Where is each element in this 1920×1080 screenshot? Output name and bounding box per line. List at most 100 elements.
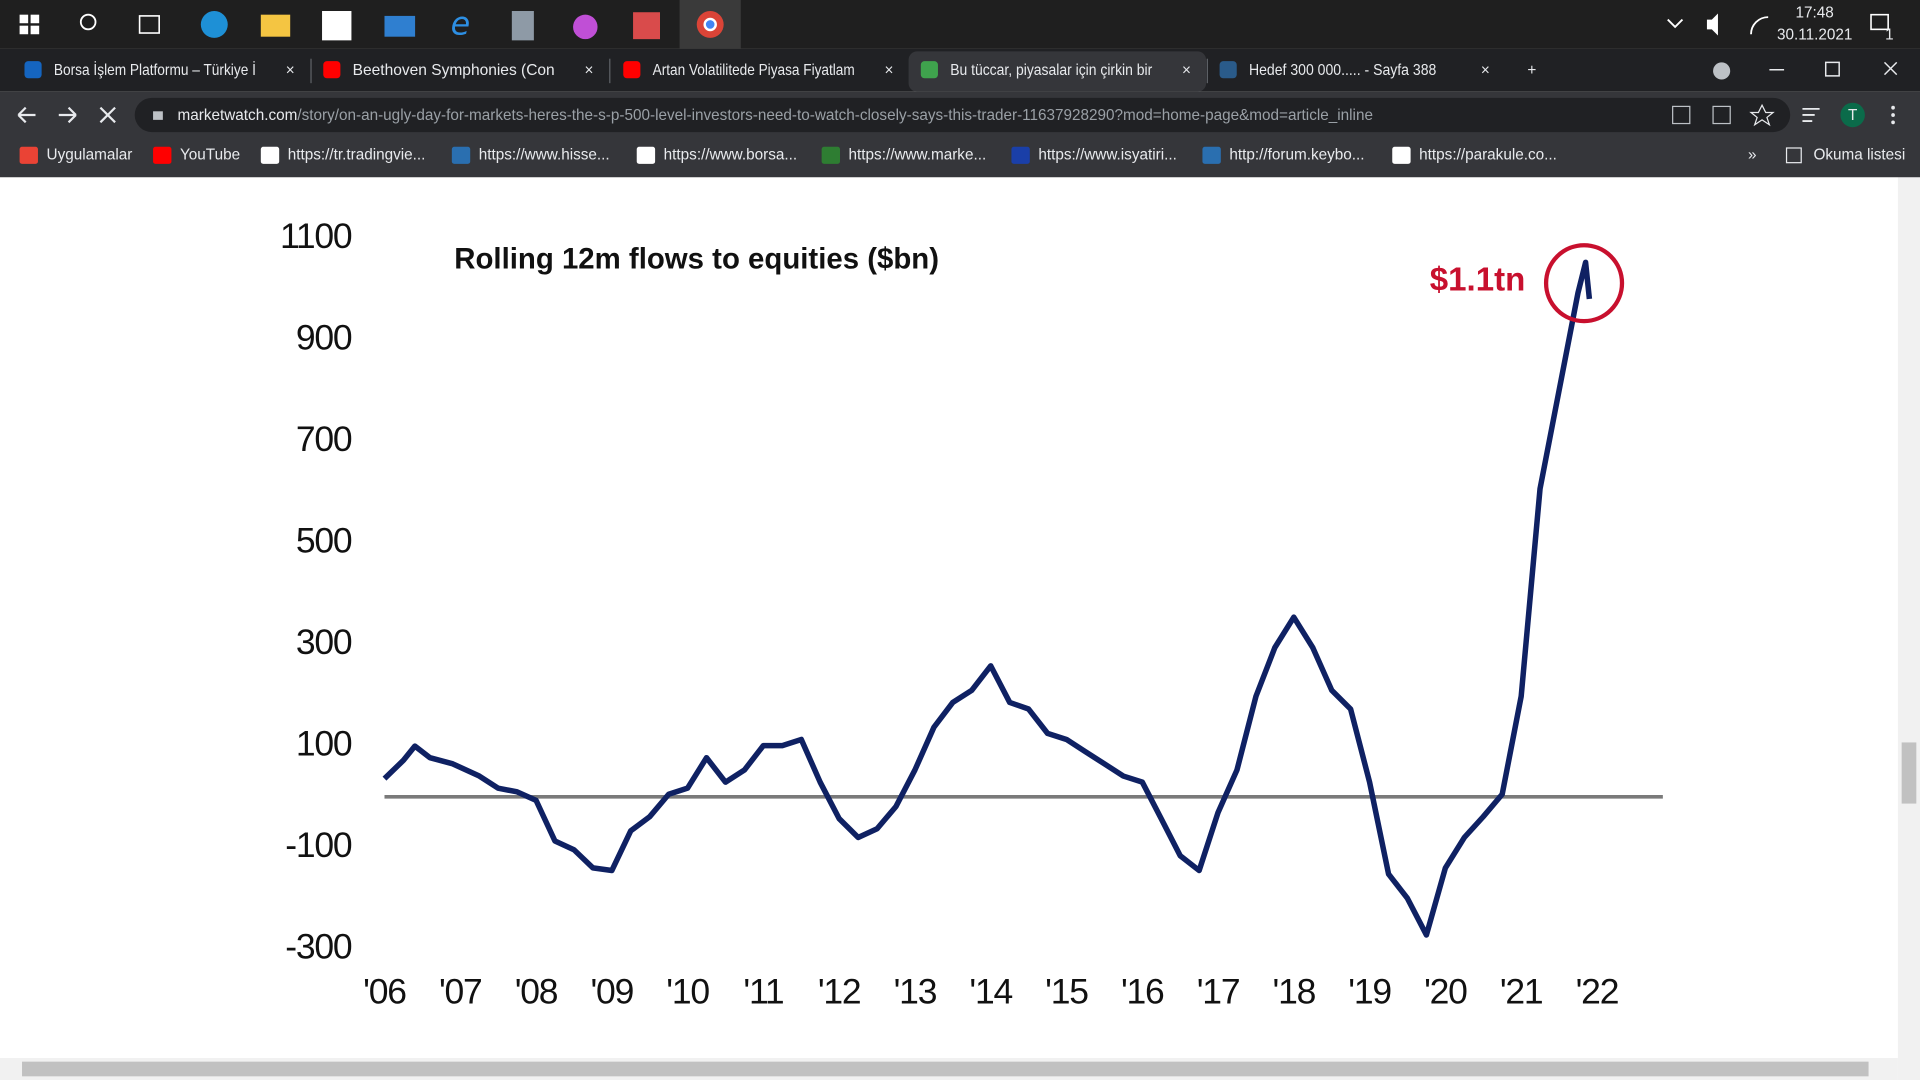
h-scroll-thumb[interactable] (22, 1061, 1869, 1077)
y-tick-label: 500 (296, 520, 352, 560)
bookmark-icon (1202, 146, 1221, 164)
x-tick-label: '14 (969, 972, 1012, 1012)
tab-close[interactable]: × (885, 62, 894, 79)
annotation-circle (1543, 243, 1625, 324)
tab-title[interactable]: Bu tüccar, piyasalar için çirkin bir (950, 62, 1152, 79)
x-tick-label: '19 (1348, 972, 1391, 1012)
paint-icon[interactable] (573, 14, 598, 40)
x-tick-label: '17 (1197, 972, 1240, 1012)
media-icon[interactable] (1802, 107, 1820, 123)
bookmark[interactable]: Uygulamalar (47, 146, 133, 163)
new-tab-button[interactable]: + (1527, 62, 1536, 79)
url-domain: marketwatch.com (178, 107, 298, 124)
reading-list[interactable]: Okuma listesi (1813, 146, 1905, 163)
bookmarks-overflow[interactable]: » (1748, 146, 1757, 163)
tab-favicon (323, 61, 341, 79)
translate-icon[interactable] (1672, 105, 1691, 125)
tab-close[interactable]: × (585, 62, 594, 79)
start-button[interactable] (19, 14, 40, 35)
y-tick-label: 100 (296, 723, 352, 763)
nav-buttons[interactable] (17, 106, 116, 124)
search-icon[interactable] (79, 13, 97, 31)
edge-icon[interactable] (200, 11, 228, 38)
clock-time[interactable]: 17:48 (1796, 4, 1834, 21)
network-icon[interactable] (1750, 16, 1769, 35)
bookmark-icon (1011, 146, 1030, 164)
annotation-label: $1.1tn (1430, 262, 1526, 299)
x-tick-label: '22 (1576, 972, 1619, 1012)
x-tick-label: '16 (1121, 972, 1164, 1012)
series-line (382, 259, 1593, 938)
bookmark[interactable]: https://www.hisse... (479, 146, 610, 163)
x-tick-label: '10 (666, 972, 709, 1012)
explorer-icon[interactable] (260, 14, 291, 37)
bookmark[interactable]: https://www.isyatiri... (1038, 146, 1177, 163)
bookmark[interactable]: https://www.marke... (849, 146, 987, 163)
x-tick-label: '07 (439, 972, 482, 1012)
bookmark[interactable]: https://tr.tradingvie... (288, 146, 426, 163)
scroll-thumb[interactable] (1901, 742, 1917, 804)
bookmark[interactable]: YouTube (180, 146, 240, 163)
lock-icon[interactable] (153, 111, 163, 120)
x-tick-label: '13 (894, 972, 937, 1012)
bookmark-star[interactable] (1749, 103, 1775, 127)
chart-title: Rolling 12m flows to equities ($bn) (454, 242, 939, 275)
bookmark-icon (451, 146, 471, 164)
app-icon[interactable] (633, 12, 660, 40)
chrome-icon-center (703, 17, 717, 32)
x-tick-label: '20 (1424, 972, 1467, 1012)
x-tick-label: '18 (1273, 972, 1316, 1012)
address-bar[interactable] (134, 97, 1791, 133)
y-tick-label: 300 (296, 622, 352, 662)
vertical-scrollbar[interactable] (1897, 177, 1920, 1080)
x-tick-label: '11 (743, 972, 783, 1012)
tab-close[interactable]: × (1182, 62, 1191, 79)
tab-title[interactable]: Borsa İşlem Platformu – Türkiye İ (54, 61, 256, 79)
bookmark-icon (821, 146, 840, 164)
tab-title[interactable]: Beethoven Symphonies (Con (353, 62, 555, 79)
notification-icon[interactable] (1870, 13, 1889, 31)
profile-avatar[interactable] (1840, 102, 1865, 128)
x-tick-label: '09 (591, 972, 634, 1012)
mail-icon[interactable] (384, 15, 416, 37)
store-icon[interactable] (322, 11, 352, 41)
y-tick-label: -300 (285, 927, 352, 967)
active-tab[interactable] (908, 51, 1207, 92)
tab-favicon (623, 61, 641, 79)
tab-favicon (920, 61, 938, 79)
x-tick-label: '06 (363, 972, 406, 1012)
page-content (0, 177, 1898, 1058)
window-controls[interactable] (1769, 61, 1898, 77)
tab-close[interactable]: × (1481, 62, 1490, 79)
tab-search[interactable] (1713, 62, 1731, 80)
tab-close[interactable]: × (286, 62, 295, 79)
x-tick-label: '21 (1500, 972, 1543, 1012)
x-tick-label: '15 (1045, 972, 1088, 1012)
clock-date[interactable]: 30.11.2021 (1777, 27, 1852, 44)
url-path: /story/on-an-ugly-day-for-markets-heres-… (297, 107, 1373, 124)
bookmark-icon (153, 146, 172, 164)
ie-icon[interactable]: e (451, 5, 471, 43)
share-icon[interactable] (1712, 105, 1731, 125)
y-tick-label: 700 (296, 419, 352, 459)
chart: Rolling 12m flows to equities ($bn) -300… (280, 216, 1663, 1012)
y-tick-label: 1100 (280, 216, 352, 256)
volume-icon[interactable] (1706, 13, 1718, 36)
tab-title[interactable]: Hedef 300 000..... - Sayfa 388 (1249, 62, 1436, 79)
url: marketwatch.com/story/on-an-ugly-day-for… (178, 107, 1373, 124)
task-view-icon[interactable] (138, 15, 160, 34)
reading-list-icon[interactable] (1785, 147, 1802, 164)
x-tick-label: '12 (818, 972, 861, 1012)
bookmark[interactable]: http://forum.keybo... (1229, 146, 1364, 163)
tab-title[interactable]: Artan Volatilitede Piyasa Fiyatlam (653, 62, 855, 79)
bookmark-icon (1392, 146, 1411, 164)
bookmark[interactable]: https://www.borsa... (664, 146, 797, 163)
calculator-icon[interactable] (511, 11, 534, 41)
bookmark[interactable]: https://parakule.co... (1419, 146, 1557, 163)
tray-expand[interactable] (1667, 18, 1684, 29)
y-tick-label: -100 (285, 825, 352, 865)
x-tick-label: '08 (515, 972, 558, 1012)
tab-favicon (1219, 61, 1237, 79)
